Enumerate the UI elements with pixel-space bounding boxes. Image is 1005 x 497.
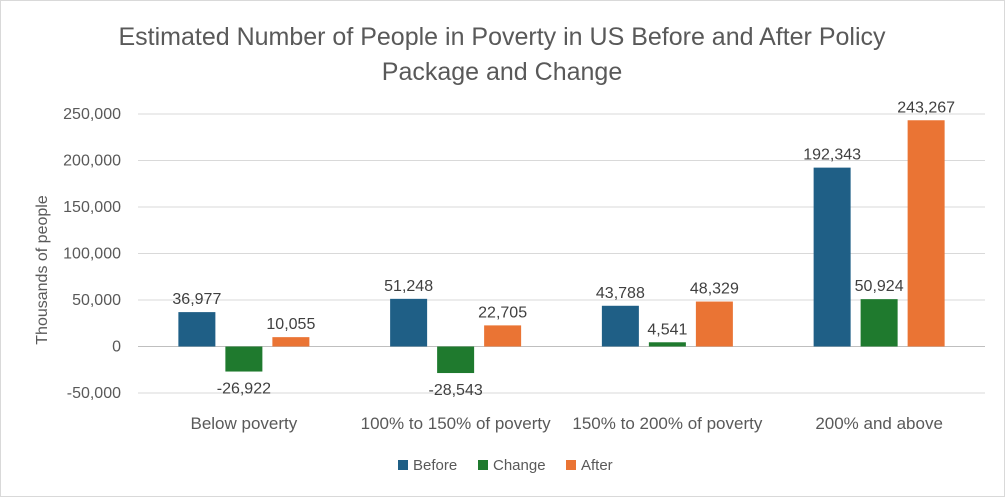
category-label: 100% to 150% of poverty: [361, 414, 551, 433]
y-tick-label: 150,000: [63, 199, 121, 216]
category-labels: Below poverty 100% to 150% of poverty 150%…: [190, 414, 942, 433]
bar-change-2: [648, 342, 686, 347]
bar-after-2: [695, 301, 733, 347]
data-label-after-1: 22,705: [478, 304, 527, 321]
bars: [178, 120, 945, 374]
y-tick-label: 100,000: [63, 246, 121, 263]
category-label: Below poverty: [190, 414, 297, 433]
data-label-change-1: -28,543: [428, 382, 482, 399]
legend-label-before: Before: [413, 457, 457, 474]
chart-title-line1: Estimated Number of People in Poverty in…: [118, 23, 886, 51]
y-tick-label: 50,000: [72, 292, 121, 309]
bar-before-1: [390, 298, 428, 347]
data-label-change-3: 50,924: [855, 278, 904, 295]
y-tick-label: 200,000: [63, 153, 121, 170]
data-labels: 36,977 -26,922 10,055 51,248 -28,543 22,705 43…: [172, 99, 955, 399]
legend-swatch-change: [478, 460, 488, 470]
bar-change-1: [437, 346, 475, 374]
data-label-before-1: 51,248: [384, 278, 433, 295]
data-label-after-0: 10,055: [266, 316, 315, 333]
y-tick-label: 0: [112, 339, 121, 356]
legend: Before Change After: [398, 457, 613, 474]
data-label-before-0: 36,977: [172, 291, 221, 308]
data-label-change-0: -26,922: [217, 381, 271, 398]
bar-change-3: [860, 299, 898, 347]
y-tick-label: -50,000: [67, 385, 121, 402]
y-axis-title: Thousands of people: [34, 195, 51, 345]
bar-before-2: [601, 305, 639, 347]
bar-after-1: [484, 325, 522, 347]
chart-title-line2: Package and Change: [382, 58, 622, 86]
y-axis-ticks: -50,000 0 50,000 100,000 150,000 200,000 250,0…: [63, 106, 121, 402]
legend-swatch-after: [566, 460, 576, 470]
category-label: 200% and above: [815, 414, 943, 433]
bar-after-3: [907, 120, 945, 347]
legend-label-after: After: [581, 457, 613, 474]
category-label: 150% to 200% of poverty: [572, 414, 762, 433]
data-label-after-3: 243,267: [897, 99, 955, 116]
bar-before-0: [178, 312, 216, 347]
bar-after-0: [272, 337, 310, 347]
data-label-after-2: 48,329: [690, 281, 739, 298]
legend-label-change: Change: [493, 457, 546, 474]
data-label-change-2: 4,541: [647, 321, 687, 338]
y-tick-label: 250,000: [63, 106, 121, 123]
bar-change-0: [225, 346, 263, 372]
data-label-before-3: 192,343: [803, 147, 861, 164]
data-label-before-2: 43,788: [596, 285, 645, 302]
legend-swatch-before: [398, 460, 408, 470]
bar-before-3: [813, 167, 851, 347]
